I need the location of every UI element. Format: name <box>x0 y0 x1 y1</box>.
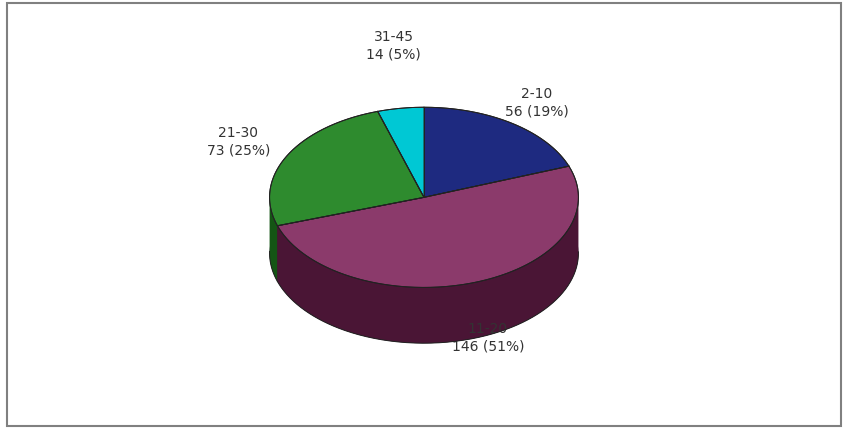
Polygon shape <box>270 163 578 343</box>
Polygon shape <box>424 107 569 197</box>
Polygon shape <box>377 107 424 197</box>
Polygon shape <box>270 112 424 226</box>
Text: 21-30
73 (25%): 21-30 73 (25%) <box>207 126 270 157</box>
Polygon shape <box>277 197 424 281</box>
Polygon shape <box>277 197 424 281</box>
Polygon shape <box>277 196 578 343</box>
Polygon shape <box>270 196 277 281</box>
Polygon shape <box>277 166 578 287</box>
Text: 2-10
56 (19%): 2-10 56 (19%) <box>505 87 569 118</box>
Text: 11-20
146 (51%): 11-20 146 (51%) <box>452 322 524 353</box>
Text: 31-45
14 (5%): 31-45 14 (5%) <box>366 30 421 62</box>
